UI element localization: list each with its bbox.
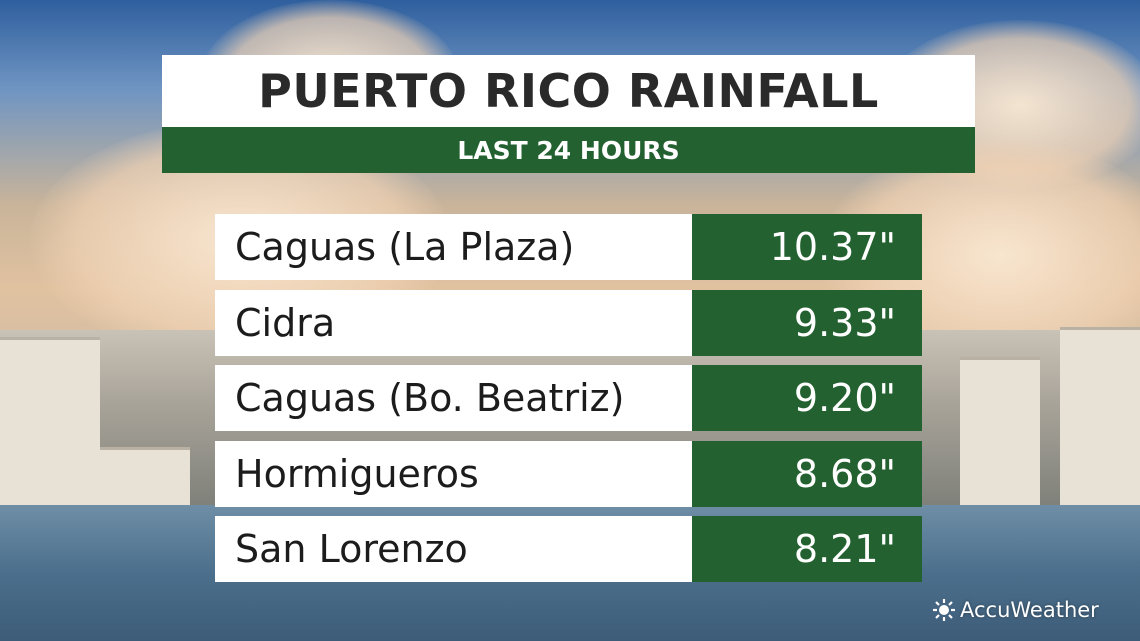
location-name: Caguas (Bo. Beatriz) [215,365,692,431]
title: PUERTO RICO RAINFALL [258,64,879,118]
table-row: Caguas (La Plaza) 10.37" [215,214,922,280]
building [960,357,1040,510]
building [100,447,190,510]
rainfall-amount: 9.33" [692,289,922,356]
location-name: San Lorenzo [215,516,692,582]
table-row: San Lorenzo 8.21" [215,516,922,582]
location-name: Hormigueros [215,440,692,507]
logo: AccuWeather [932,598,1099,622]
logo-text: AccuWeather [960,598,1099,622]
location-name: Cidra [215,289,692,356]
subtitle: LAST 24 HOURS [457,135,680,165]
subtitle-bar: LAST 24 HOURS [162,127,975,173]
rainfall-amount: 10.37" [692,214,922,280]
logo-icon [933,599,955,621]
table-row: Caguas (Bo. Beatriz) 9.20" [215,365,922,431]
rainfall-amount: 8.68" [692,440,922,507]
table-row: Hormigueros 8.68" [215,440,922,507]
building [0,337,100,510]
location-name: Caguas (La Plaza) [215,214,692,280]
rainfall-amount: 8.21" [692,516,922,582]
title-box: PUERTO RICO RAINFALL [162,55,975,127]
rainfall-amount: 9.20" [692,365,922,431]
table-row: Cidra 9.33" [215,289,922,356]
building [1060,327,1140,510]
